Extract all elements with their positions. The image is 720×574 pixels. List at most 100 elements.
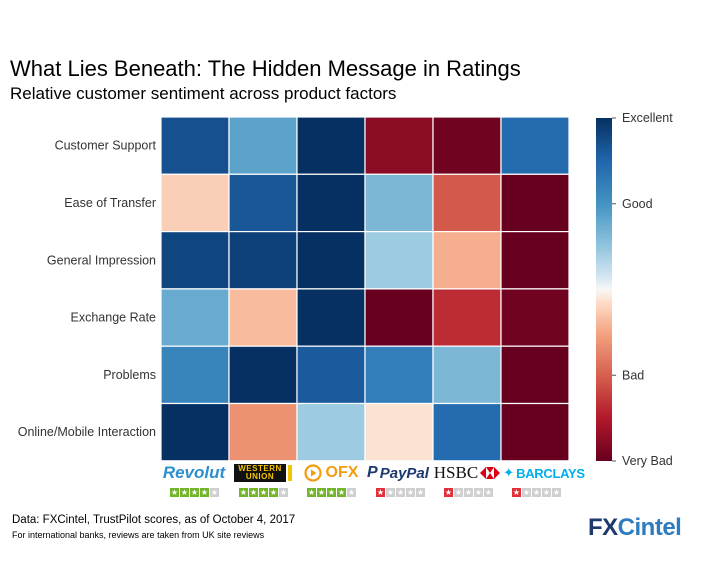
western-union-trustpilot-stars: ★ ★ ★ ★ ★ bbox=[239, 488, 288, 497]
paypal-wordmark: PayPal bbox=[379, 464, 429, 482]
barclays-logo: ✦ BARCLAYS bbox=[502, 463, 586, 483]
heatmap-cell bbox=[296, 402, 366, 462]
star-icon: ★ bbox=[170, 488, 179, 497]
star-icon: ★ bbox=[532, 488, 541, 497]
data-source-note: Data: FXCintel, TrustPilot scores, as of… bbox=[12, 514, 296, 526]
heatmap-cell bbox=[160, 345, 230, 405]
ofx-trustpilot-stars: ★ ★ ★ ★ ★ bbox=[307, 488, 356, 497]
heatmap-cell bbox=[160, 173, 230, 233]
western-union-logo: WESTERN UNION bbox=[231, 463, 295, 483]
star-icon: ★ bbox=[552, 488, 561, 497]
row-label: Customer Support bbox=[55, 139, 157, 153]
star-icon: ★ bbox=[317, 488, 326, 497]
heatmap-cell bbox=[500, 288, 570, 347]
row-label: Problems bbox=[103, 368, 156, 382]
star-icon: ★ bbox=[249, 488, 258, 497]
star-icon: ★ bbox=[386, 488, 395, 497]
heatmap-cell bbox=[228, 345, 298, 405]
heatmap-cell bbox=[364, 402, 434, 462]
heatmap-cell bbox=[228, 173, 298, 233]
heatmap-cell bbox=[296, 116, 366, 175]
row-label: Exchange Rate bbox=[71, 311, 157, 325]
heatmap-cell bbox=[432, 116, 502, 175]
heatmap-cell bbox=[432, 231, 502, 290]
chart-subtitle: Relative customer sentiment across produ… bbox=[10, 84, 397, 103]
star-icon: ★ bbox=[279, 488, 288, 497]
heatmap-cell bbox=[228, 402, 298, 462]
star-icon: ★ bbox=[239, 488, 248, 497]
heatmap-cell bbox=[364, 231, 434, 290]
star-icon: ★ bbox=[259, 488, 268, 497]
fxcintel-logo-fx: FX bbox=[588, 514, 618, 541]
star-icon: ★ bbox=[406, 488, 415, 497]
star-icon: ★ bbox=[512, 488, 521, 497]
hsbc-hexagon-icon bbox=[480, 467, 501, 479]
fxcintel-logo-cintel: Cintel bbox=[617, 514, 682, 541]
ofx-logo: OFX bbox=[299, 463, 363, 483]
heatmap-cell bbox=[296, 173, 366, 233]
barclays-trustpilot-stars: ★ ★ ★ ★ ★ bbox=[512, 488, 561, 497]
paypal-logo: P PayPal bbox=[366, 463, 430, 483]
colorbar-label: Bad bbox=[622, 368, 644, 382]
heatmap-cell bbox=[160, 288, 230, 347]
heatmap-cell bbox=[228, 231, 298, 290]
chart-title: What Lies Beneath: The Hidden Message in… bbox=[10, 56, 521, 81]
ofx-wordmark: OFX bbox=[325, 464, 359, 481]
western-union-bar-icon bbox=[287, 465, 292, 481]
heatmap-cell bbox=[364, 345, 434, 405]
colorbar bbox=[596, 118, 612, 461]
heatmap-cell bbox=[160, 116, 230, 175]
revolut-wordmark: Revolut bbox=[162, 463, 226, 482]
star-icon: ★ bbox=[307, 488, 316, 497]
star-icon: ★ bbox=[416, 488, 425, 497]
star-icon: ★ bbox=[347, 488, 356, 497]
colorbar-label: Excellent bbox=[622, 111, 673, 125]
row-label: Ease of Transfer bbox=[64, 196, 156, 210]
western-union-wordmark: WESTERN UNION bbox=[234, 464, 286, 482]
heatmap-cell bbox=[228, 116, 298, 175]
paypal-p-icon: P bbox=[367, 464, 378, 481]
colorbar-label: Good bbox=[622, 197, 653, 211]
heatmap-cell bbox=[364, 116, 434, 175]
star-icon: ★ bbox=[464, 488, 473, 497]
barclays-wordmark: BARCLAYS bbox=[516, 465, 585, 481]
star-icon: ★ bbox=[269, 488, 278, 497]
heatmap-cell bbox=[500, 345, 570, 405]
revolut-logo: Revolut bbox=[162, 463, 226, 483]
paypal-trustpilot-stars: ★ ★ ★ ★ ★ bbox=[376, 488, 425, 497]
heatmap-cell bbox=[500, 231, 570, 290]
revolut-trustpilot-stars: ★ ★ ★ ★ ★ bbox=[170, 488, 219, 497]
star-icon: ★ bbox=[376, 488, 385, 497]
star-icon: ★ bbox=[180, 488, 189, 497]
star-icon: ★ bbox=[190, 488, 199, 497]
ofx-play-icon bbox=[303, 464, 322, 482]
heatmap-cell bbox=[432, 173, 502, 233]
western-union-line-1: WESTERN bbox=[238, 464, 282, 473]
heatmap-cell bbox=[296, 288, 366, 347]
heatmap-cell bbox=[160, 402, 230, 462]
row-label: General Impression bbox=[47, 253, 156, 267]
heatmap-cell bbox=[432, 402, 502, 462]
hsbc-trustpilot-stars: ★ ★ ★ ★ ★ bbox=[444, 488, 493, 497]
star-icon: ★ bbox=[542, 488, 551, 497]
barclays-eagle-icon: ✦ bbox=[503, 465, 515, 480]
heatmap-cell bbox=[500, 402, 570, 462]
heatmap-cell bbox=[296, 345, 366, 405]
row-label: Online/Mobile Interaction bbox=[18, 425, 156, 439]
hsbc-logo: HSBC bbox=[433, 463, 501, 483]
heatmap-cell bbox=[296, 231, 366, 290]
star-icon: ★ bbox=[444, 488, 453, 497]
star-icon: ★ bbox=[474, 488, 483, 497]
heatmap-cell bbox=[432, 345, 502, 405]
heatmap-cell bbox=[228, 288, 298, 347]
fxcintel-logo: FXCintel bbox=[588, 514, 682, 542]
colorbar-label: Very Bad bbox=[622, 454, 673, 468]
heatmap-cell bbox=[432, 288, 502, 347]
star-icon: ★ bbox=[200, 488, 209, 497]
star-icon: ★ bbox=[396, 488, 405, 497]
star-icon: ★ bbox=[522, 488, 531, 497]
heatmap-cell bbox=[364, 173, 434, 233]
star-icon: ★ bbox=[454, 488, 463, 497]
heatmap-cell bbox=[160, 231, 230, 290]
